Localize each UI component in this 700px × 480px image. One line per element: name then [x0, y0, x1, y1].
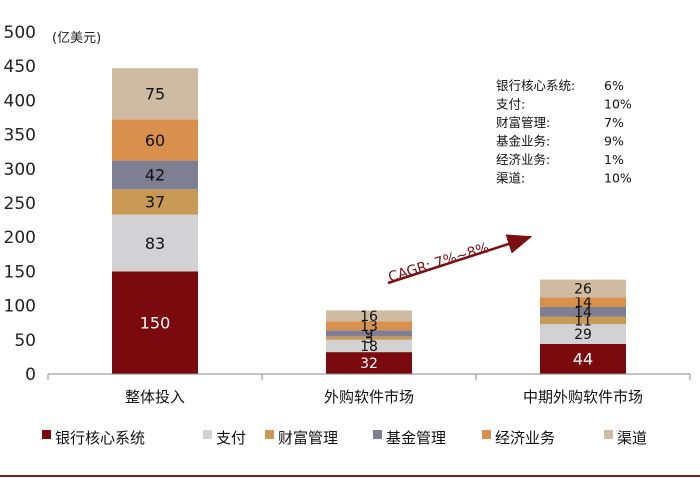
legend-label: 财富管理: [278, 429, 338, 447]
data-label: 42: [145, 166, 165, 185]
growth-table-name: 支付:: [496, 97, 525, 112]
x-category-label: 外购软件市场: [324, 388, 414, 406]
legend-swatch: [42, 430, 51, 439]
data-label: 26: [574, 282, 592, 298]
legend-swatch: [482, 430, 491, 439]
legend-label: 渠道: [617, 429, 647, 447]
bar-segment: [112, 68, 198, 120]
bar-segment: [112, 160, 198, 190]
bar-segment: [112, 119, 198, 161]
legend: 银行核心系统 支付 财富管理 基金管理 经济业务 渠道: [42, 429, 647, 447]
growth-table-name: 经济业务:: [496, 152, 550, 167]
legend-label: 基金管理: [386, 429, 446, 447]
x-category-label: 整体投入: [125, 388, 185, 406]
data-label: 14: [574, 295, 592, 311]
y-tick-label: 250: [4, 194, 36, 214]
y-tick-label: 500: [4, 23, 36, 43]
x-axis-tick-marks: [47, 374, 691, 380]
bar-segment: [540, 279, 626, 298]
y-axis-unit-label: (亿美元): [52, 31, 101, 46]
growth-table-value: 1%: [604, 152, 624, 167]
growth-table-name: 银行核心系统:: [496, 78, 575, 93]
legend-label: 支付: [216, 429, 246, 447]
bar-segment: [112, 271, 198, 374]
data-label: 13: [360, 319, 378, 335]
growth-table-value: 7%: [604, 115, 624, 130]
bar-segment: [540, 297, 626, 307]
data-label: 32: [360, 356, 378, 372]
data-label: 18: [360, 339, 378, 355]
legend-label: 经济业务: [495, 429, 555, 447]
y-tick-label: 0: [25, 365, 36, 385]
growth-table-name: 渠道:: [496, 171, 525, 186]
legend-swatch: [203, 430, 212, 439]
bar-segment: [326, 310, 412, 322]
bar-segment: [112, 189, 198, 215]
data-label: 150: [140, 313, 171, 332]
legend-swatch: [373, 430, 382, 439]
data-label: 29: [574, 327, 592, 343]
growth-table-value: 6%: [604, 78, 624, 93]
growth-table-name: 基金业务:: [496, 134, 550, 149]
legend-swatch: [604, 430, 613, 439]
legend-label: 银行核心系统: [55, 429, 145, 447]
y-tick-label: 300: [4, 160, 36, 180]
y-tick-label: 50: [14, 331, 36, 351]
bar-segment: [540, 324, 626, 344]
growth-table-value: 9%: [604, 134, 624, 149]
bar-segment: [540, 316, 626, 325]
data-label: 60: [145, 131, 165, 150]
x-category-label: 中期外购软件市场: [523, 388, 643, 406]
y-tick-label: 450: [4, 57, 36, 77]
cagr-annotation: CAGR: 7%~8%: [386, 240, 491, 286]
y-axis-ticks: 0 50 100 150 200 250 300 350 400 450 500: [4, 23, 36, 385]
bar-segment: [326, 339, 412, 353]
data-label: 44: [573, 350, 593, 369]
cagr-arrow: [387, 234, 533, 285]
legend-swatch: [265, 430, 274, 439]
data-label: 75: [145, 85, 165, 104]
bar-segment: [326, 352, 412, 374]
y-tick-label: 100: [4, 297, 36, 317]
y-tick-label: 150: [4, 262, 36, 282]
data-label: 16: [360, 309, 378, 325]
growth-table-value: 10%: [604, 171, 632, 186]
bar-segment: [326, 330, 412, 337]
data-label: 11: [574, 313, 592, 329]
growth-table-name: 财富管理:: [496, 115, 550, 130]
bar-segment: [112, 214, 198, 272]
y-tick-label: 400: [4, 91, 36, 111]
bar-segment: [540, 306, 626, 317]
data-label: 83: [145, 234, 165, 253]
data-label: 14: [574, 305, 592, 321]
x-axis-category-labels: 整体投入 外购软件市场 中期外购软件市场: [125, 388, 643, 406]
data-label: 37: [145, 193, 165, 212]
bar-segment: [540, 343, 626, 374]
bar-segment: [326, 321, 412, 331]
y-tick-label: 200: [4, 228, 36, 248]
growth-rate-table: 银行核心系统: 6% 支付: 10% 财富管理: 7% 基金业务: 9% 经济业务: 1% 渠道: 1…: [496, 78, 632, 186]
bar-segment: [326, 336, 412, 340]
y-tick-label: 350: [4, 126, 36, 146]
data-label: 9: [365, 326, 374, 342]
data-label: 5: [365, 331, 374, 347]
growth-table-value: 10%: [604, 97, 632, 112]
